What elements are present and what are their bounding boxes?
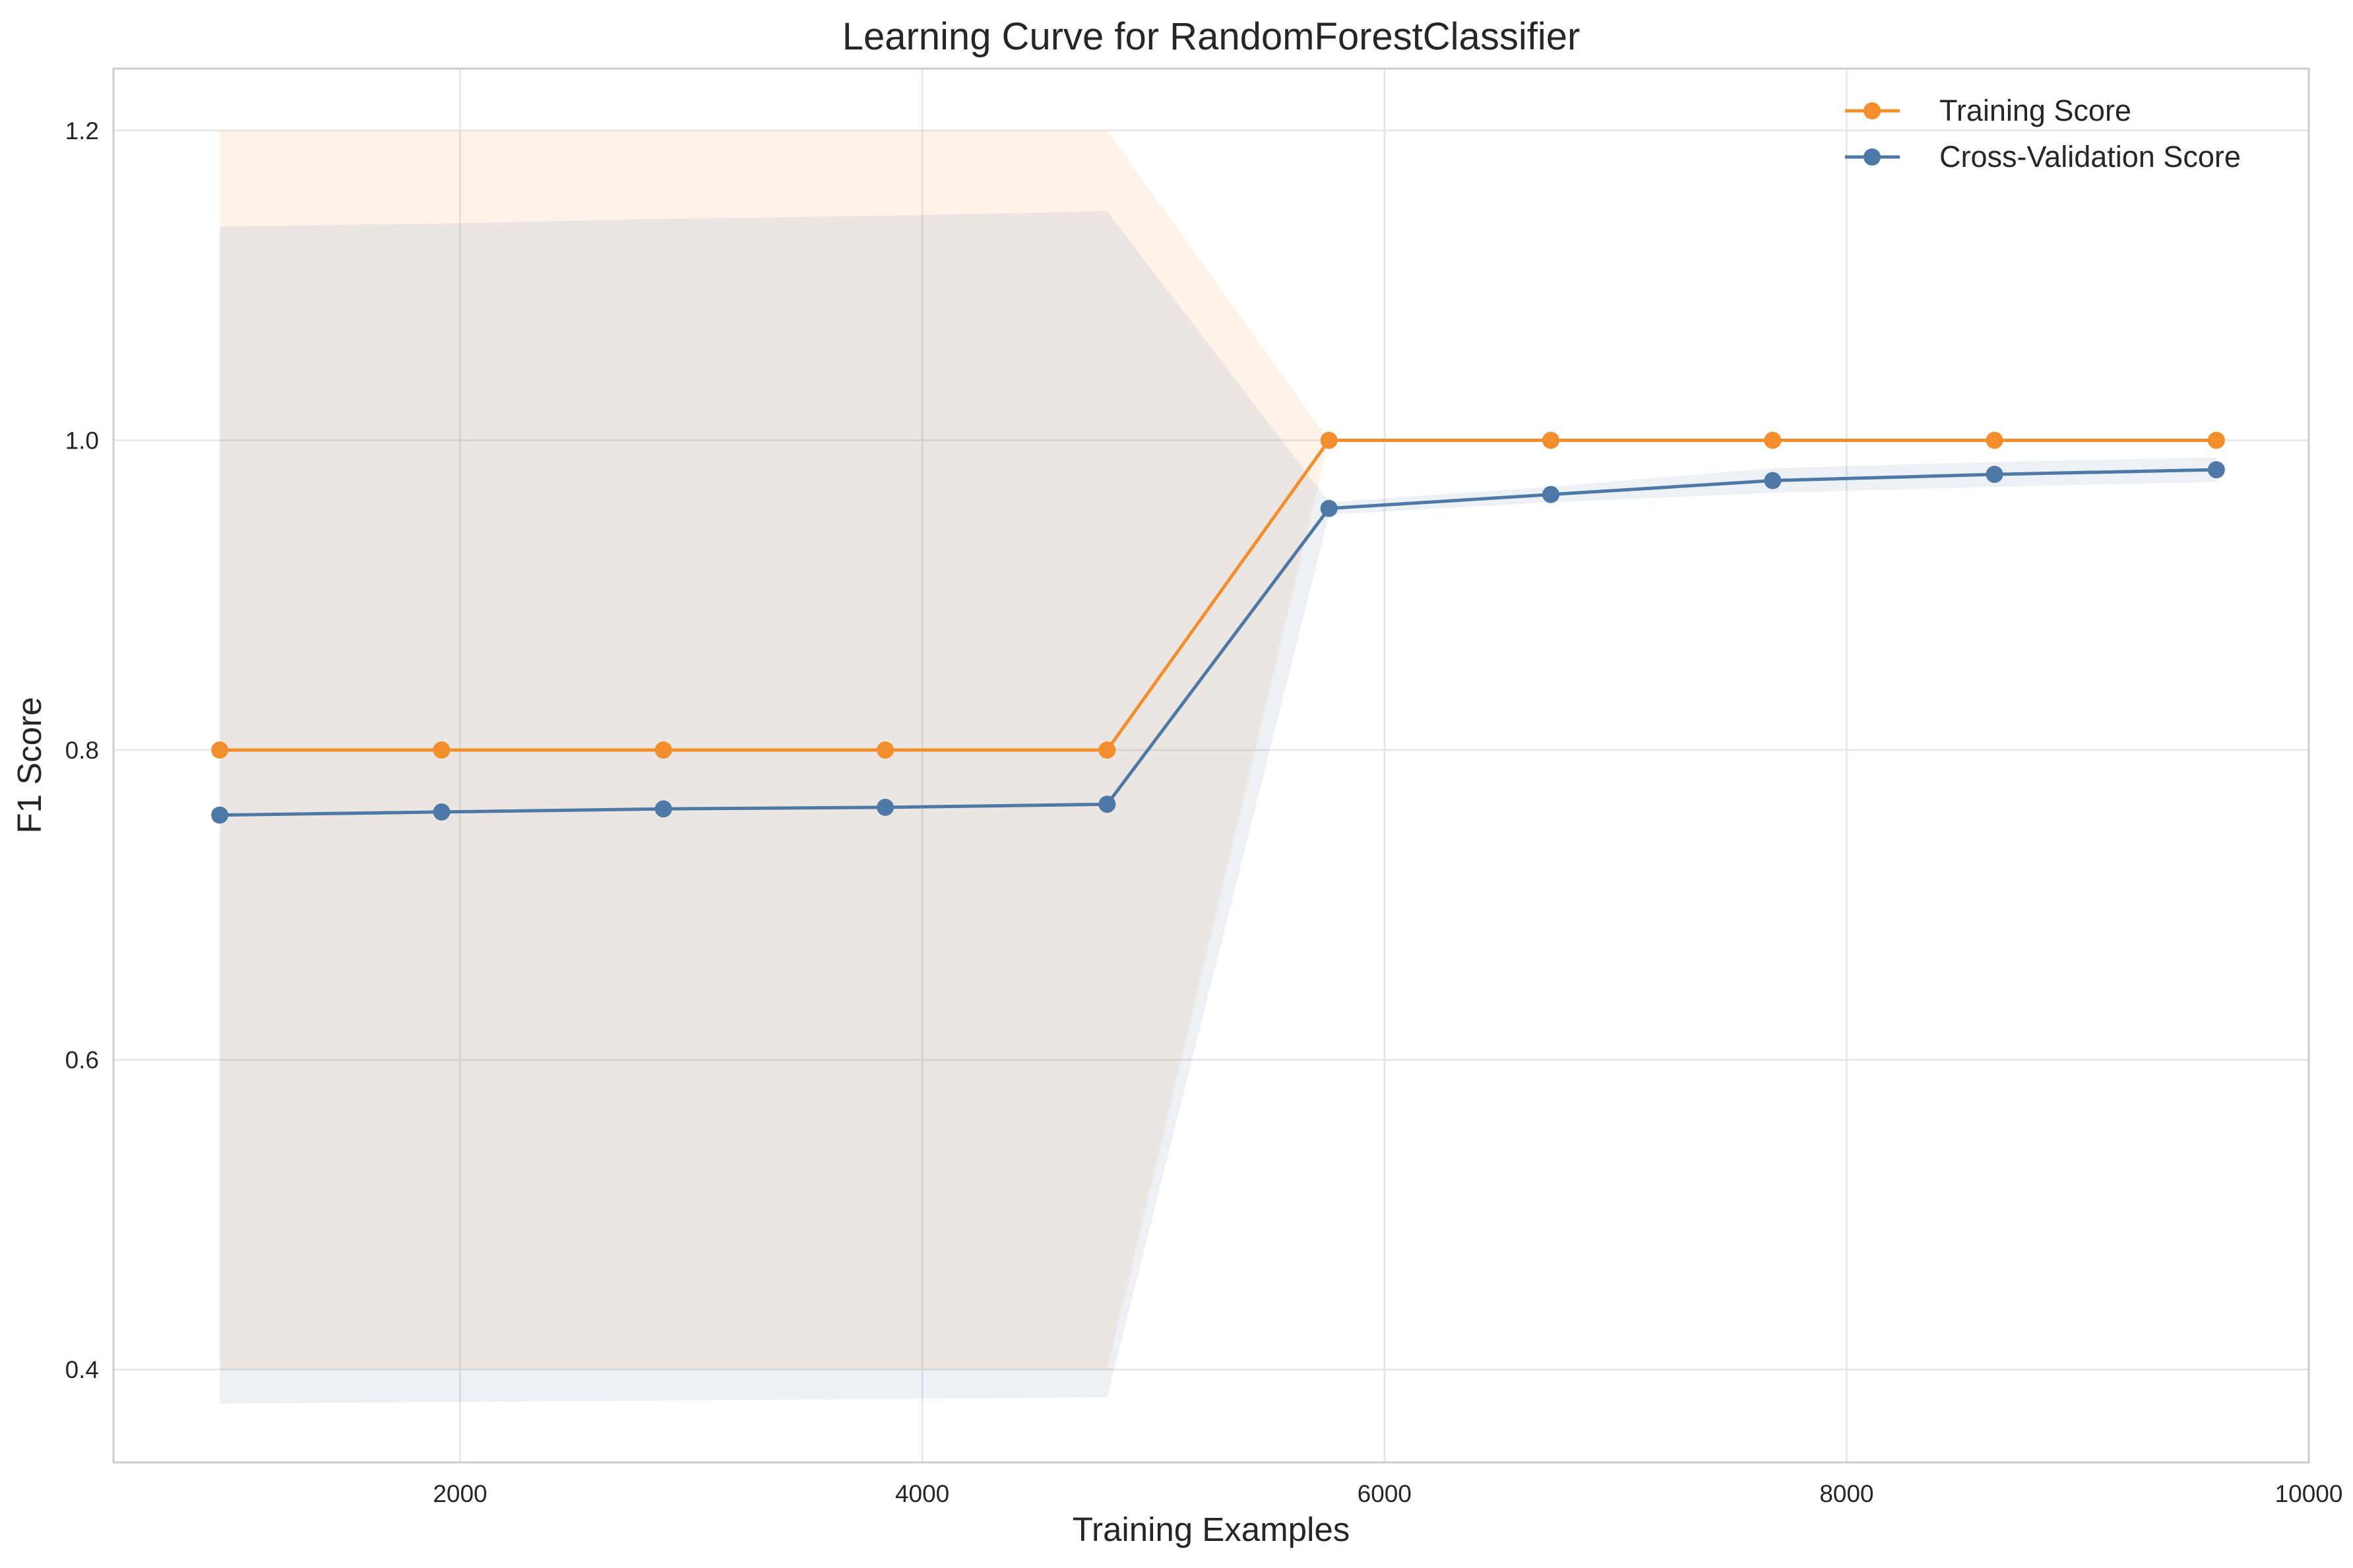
- x-tick-label: 2000: [433, 1480, 487, 1507]
- point-cross-validation: [654, 800, 672, 818]
- legend-marker-training: [1864, 102, 1881, 119]
- point-cross-validation: [1986, 466, 2003, 484]
- point-training: [1986, 431, 2003, 449]
- point-cross-validation: [211, 806, 229, 824]
- tick-labels: 2000 4000 6000 8000 10000 0.4 0.6 0.8 1.0 1.2: [65, 117, 2343, 1507]
- y-tick-label: 1.2: [65, 117, 99, 144]
- point-training: [211, 741, 229, 759]
- point-training: [1320, 431, 1338, 449]
- legend-label-training: Training Score: [1939, 94, 2131, 127]
- x-tick-label: 4000: [895, 1480, 949, 1507]
- x-tick-label: 10000: [2275, 1480, 2343, 1507]
- series-markers: [211, 431, 2225, 824]
- point-cross-validation: [877, 798, 894, 816]
- point-training: [433, 741, 451, 759]
- y-axis-label: F1 Score: [11, 697, 48, 834]
- y-tick-label: 0.8: [65, 737, 99, 764]
- point-cross-validation: [2207, 461, 2225, 479]
- point-cross-validation: [433, 803, 451, 821]
- point-training: [1098, 741, 1116, 759]
- line-training: [220, 438, 2216, 752]
- point-cross-validation: [1764, 472, 1782, 489]
- point-training: [877, 741, 894, 759]
- band-cross-validation: [220, 210, 2216, 1404]
- x-tick-label: 6000: [1358, 1480, 1412, 1507]
- point-training: [2207, 431, 2225, 449]
- point-training: [1542, 431, 1559, 449]
- plot-frame: [112, 67, 2310, 1464]
- y-tick-label: 0.6: [65, 1047, 99, 1074]
- point-cross-validation: [1320, 499, 1338, 517]
- y-tick-label: 1.0: [65, 427, 99, 454]
- point-training: [1764, 431, 1782, 449]
- confidence-bands: [220, 130, 2216, 1404]
- point-training: [654, 741, 672, 759]
- line-cross-validation: [220, 468, 2216, 817]
- x-tick-label: 8000: [1819, 1480, 1873, 1507]
- legend-label-cross-validation: Cross-Validation Score: [1939, 140, 2241, 173]
- point-cross-validation: [1098, 796, 1116, 813]
- plot-area: [113, 69, 2309, 1462]
- chart-title: Learning Curve for RandomForestClassifie…: [842, 15, 1581, 58]
- point-cross-validation: [1542, 486, 1559, 503]
- band-training: [220, 130, 2216, 1370]
- legend: Training Score Cross-Validation Score: [1845, 94, 2241, 173]
- y-tick-label: 0.4: [65, 1356, 99, 1383]
- x-axis-label: Training Examples: [1073, 1511, 1350, 1548]
- series-lines: [220, 438, 2216, 817]
- legend-marker-cross-validation: [1864, 148, 1881, 166]
